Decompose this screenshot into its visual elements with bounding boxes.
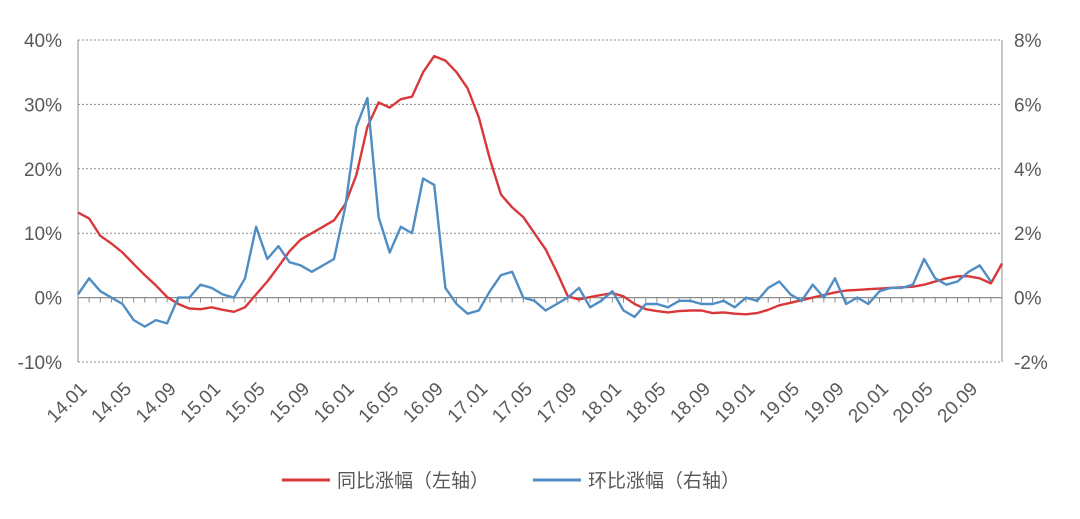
x-tick-label: 17.05	[488, 379, 536, 427]
x-tick-label: 14.05	[88, 379, 136, 427]
x-tick-label: 19.01	[711, 379, 759, 427]
series-line-mom	[77, 96, 992, 328]
x-tick-label: 19.09	[800, 379, 848, 427]
legend-label-yoy: 同比涨幅（左轴）	[337, 470, 489, 492]
x-tick-label: 20.09	[934, 379, 982, 427]
left-tick-label: 40%	[24, 31, 62, 52]
series-line-yoy	[77, 54, 1004, 316]
x-tick-label: 20.05	[889, 379, 937, 427]
left-tick-label: 30%	[24, 95, 62, 116]
x-tick-label: 18.05	[622, 379, 670, 427]
x-tick-label: 15.05	[221, 379, 269, 427]
right-tick-label: 2%	[1014, 224, 1042, 245]
right-tick-label: 0%	[1014, 289, 1042, 310]
legend-label-mom: 环比涨幅（右轴）	[588, 470, 740, 492]
left-tick-label: -10%	[18, 353, 62, 374]
x-tick-label: 16.01	[310, 379, 358, 427]
right-tick-label: 6%	[1014, 95, 1042, 116]
left-y-axis: -10% 0% 10% 20% 30% 40%	[18, 31, 62, 374]
left-tick-label: 20%	[24, 160, 62, 181]
x-axis-labels: 14.0114.0514.0915.0115.0515.0916.0116.05…	[43, 379, 982, 427]
x-tick-label: 14.01	[43, 379, 91, 427]
gridlines	[78, 39, 1002, 363]
legend-item-yoy: 同比涨幅（左轴）	[282, 470, 489, 492]
x-tick-label: 16.09	[399, 379, 447, 427]
left-tick-label: 0%	[35, 289, 63, 310]
right-y-axis: -2% 0% 2% 4% 6% 8%	[1014, 31, 1048, 374]
x-tick-label: 19.05	[756, 379, 804, 427]
right-tick-label: 8%	[1014, 31, 1042, 52]
x-tick-label: 18.01	[577, 379, 625, 427]
right-tick-label: 4%	[1014, 160, 1042, 181]
series-lines	[77, 54, 1004, 328]
left-tick-label: 10%	[24, 224, 62, 245]
legend-item-mom: 环比涨幅（右轴）	[533, 470, 740, 492]
x-tick-label: 17.09	[533, 379, 581, 427]
x-tick-label: 18.09	[666, 379, 714, 427]
x-tick-label: 15.01	[177, 379, 225, 427]
x-tick-label: 15.09	[266, 379, 314, 427]
x-tick-label: 14.09	[132, 379, 180, 427]
legend: 同比涨幅（左轴） 环比涨幅（右轴）	[282, 470, 740, 492]
x-tick-label: 17.01	[444, 379, 492, 427]
right-tick-label: -2%	[1014, 353, 1048, 374]
x-axis	[77, 40, 1003, 362]
x-tick-label: 16.05	[355, 379, 403, 427]
x-tick-label: 20.01	[845, 379, 893, 427]
